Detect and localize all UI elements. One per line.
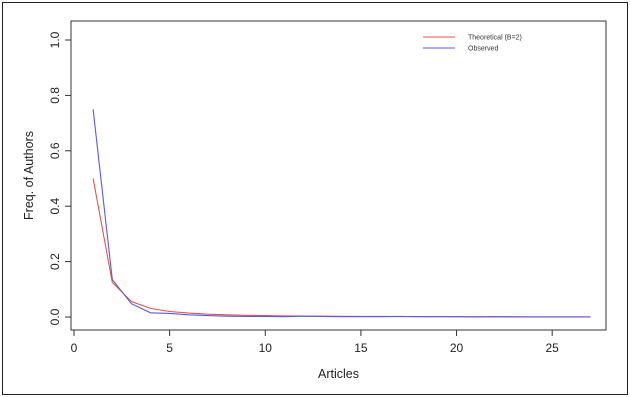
x-tick-label: 25: [546, 341, 560, 355]
y-tick-label: 0.2: [48, 253, 62, 270]
y-tick-label: 0.0: [48, 308, 62, 325]
legend-label: Observed: [468, 46, 498, 53]
plot-area: [70, 20, 607, 331]
y-tick-label: 1.0: [48, 31, 62, 48]
x-tick-label: 10: [259, 341, 273, 355]
series-line-theoretical: [92, 178, 591, 318]
x-tick-label: 20: [450, 341, 464, 355]
x-tick-label: 5: [166, 341, 173, 355]
y-tick-label: 0.6: [48, 142, 62, 159]
line-chart: 0 5 10 15 20 25 0.0 0.2 0.4 0.6 0.8 1.0 Theoretica…: [22, 20, 607, 381]
series-layer: [92, 109, 591, 318]
plot-border: [70, 20, 607, 331]
y-axis-title: Freq. of Authors: [22, 131, 36, 220]
x-tick-label: 15: [354, 341, 368, 355]
legend-label: Theoretical (B=2): [468, 35, 522, 42]
x-tick-label: 0: [71, 341, 78, 355]
x-axis-title: Articles: [318, 367, 359, 381]
y-axis: 0.0 0.2 0.4 0.6 0.8 1.0: [48, 31, 72, 325]
series-line-observed: [92, 109, 591, 318]
y-tick-label: 0.4: [48, 198, 62, 215]
y-tick-label: 0.8: [48, 87, 62, 104]
legend: Theoretical (B=2) Observed: [423, 35, 522, 53]
x-axis: 0 5 10 15 20 25: [71, 329, 560, 355]
